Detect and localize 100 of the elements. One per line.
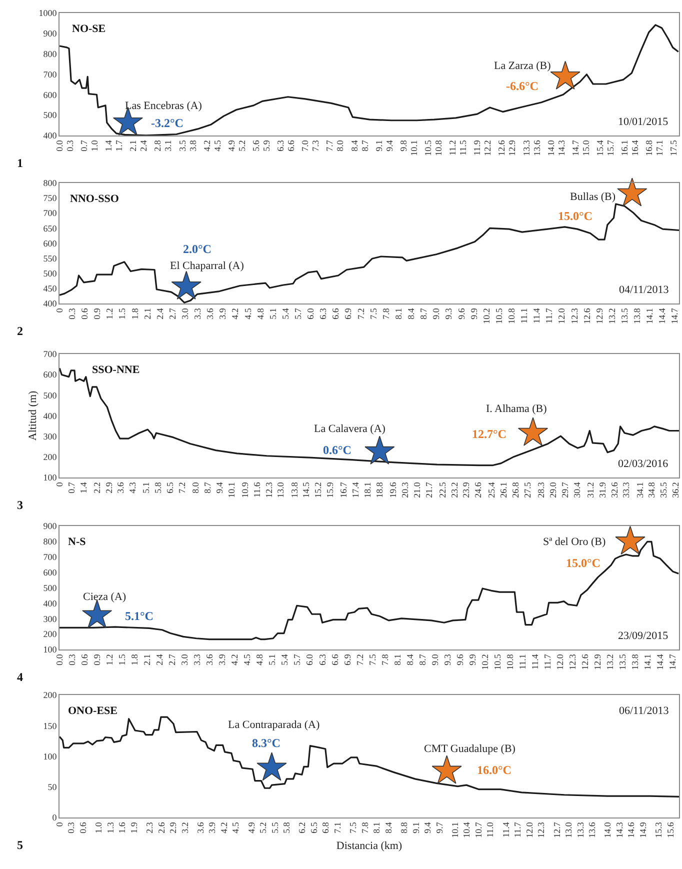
x-tick-label: 0 xyxy=(54,822,64,827)
x-tick-label: 10.5 xyxy=(494,308,504,324)
x-tick-label: 10.9 xyxy=(240,482,250,498)
y-tick-label: 100 xyxy=(43,751,58,762)
x-tick-label: 9.3 xyxy=(442,654,452,666)
x-tick-label: 1.6 xyxy=(117,822,128,834)
x-tick-label: 33.3 xyxy=(621,482,632,498)
x-tick-label: 22.5 xyxy=(437,482,448,498)
x-tick-label: 10.4 xyxy=(462,822,472,838)
x-tick-label: 0.3 xyxy=(66,822,76,834)
y-tick-label: 400 xyxy=(43,598,58,608)
x-tick-label: 5.7 xyxy=(293,308,304,320)
x-tick-label: 11.7 xyxy=(542,654,553,670)
x-tick-label: 0 xyxy=(54,482,64,487)
x-tick-label: 7.3 xyxy=(310,140,321,152)
x-tick-label: 12.3 xyxy=(569,308,580,324)
x-tick-label: 6.8 xyxy=(320,822,331,834)
x-tick-label: 6.3 xyxy=(318,308,328,320)
y-tick-label: 400 xyxy=(43,410,58,421)
x-tick-label: 7.2 xyxy=(176,482,187,494)
x-tick-label: 0 xyxy=(54,308,64,313)
y-tick-label: 200 xyxy=(43,452,58,462)
y-tick-label: 650 xyxy=(43,223,58,234)
x-tick-label: 3.9 xyxy=(207,822,218,834)
x-tick-label: 1.5 xyxy=(117,308,128,320)
y-tick-label: 550 xyxy=(43,253,58,264)
x-tick-label: 31.9 xyxy=(597,482,608,498)
x-tick-label: 13.6 xyxy=(587,822,598,838)
text: 2 xyxy=(17,324,23,338)
text: NO-SE xyxy=(72,23,106,35)
x-tick-label: 3.3 xyxy=(192,654,202,666)
x-tick-label: 3.8 xyxy=(188,140,198,152)
x-tick-label: 14.1 xyxy=(644,308,655,324)
x-tick-label: 5.4 xyxy=(280,308,290,320)
x-tick-label: 23.9 xyxy=(461,482,472,498)
x-tick-label: 8.4 xyxy=(406,308,416,320)
x-tick-label: 13.2 xyxy=(606,308,617,324)
x-tick-label: 11.4 xyxy=(500,822,511,838)
x-tick-label: 4.2 xyxy=(230,308,240,320)
x-tick-label: 10.7 xyxy=(473,822,484,838)
y-tick-label: 750 xyxy=(43,193,58,204)
x-tick-label: 12.6 xyxy=(496,140,507,156)
x-tick-label: 12.9 xyxy=(507,140,518,156)
x-tick-label: 11.1 xyxy=(519,308,530,324)
y-tick-label: 200 xyxy=(43,629,58,640)
x-tick-label: 3.9 xyxy=(218,308,228,320)
y-tick-label: 600 xyxy=(43,370,58,380)
annotation: 16.0°C xyxy=(477,763,512,777)
annotation: 02/03/2016 xyxy=(618,458,669,470)
x-tick-label: 12.6 xyxy=(580,654,590,670)
annotation: Sª del Oro (B) xyxy=(543,536,606,548)
x-tick-label: 13.5 xyxy=(620,308,630,324)
x-tick-label: 10.1 xyxy=(226,482,236,498)
x-tick-label: 1.5 xyxy=(117,654,128,666)
y-tick-label: 900 xyxy=(43,28,58,38)
x-tick-label: 9.8 xyxy=(398,140,408,152)
y-tick-label: 800 xyxy=(43,536,58,547)
x-tick-label: 13.3 xyxy=(521,140,532,156)
y-tick-label: 600 xyxy=(43,567,58,578)
x-tick-label: 28.3 xyxy=(536,482,546,498)
x-tick-label: 14.7 xyxy=(670,308,680,324)
annotation: 12.7°C xyxy=(472,427,506,441)
x-tick-label: 14.4 xyxy=(655,654,666,670)
x-tick-label: 14.7 xyxy=(570,140,580,156)
x-tick-label: 18.1 xyxy=(362,482,372,498)
x-tick-label: 3.6 xyxy=(204,654,215,666)
annotation: 06/11/2013 xyxy=(619,705,670,717)
x-tick-label: 1.2 xyxy=(104,308,115,320)
x-tick-label: 4.9 xyxy=(226,140,236,152)
annotation: 10/01/2015 xyxy=(618,116,669,128)
y-tick-label: 900 xyxy=(43,521,58,532)
x-tick-label: 0.9 xyxy=(92,654,102,666)
x-tick-label: 2.1 xyxy=(142,654,152,666)
x-tick-label: 25.4 xyxy=(486,482,497,498)
x-tick-label: 2.4 xyxy=(154,308,165,320)
x-tick-label: 2.7 xyxy=(167,308,178,320)
y-tick-label: 200 xyxy=(43,690,58,700)
x-tick-label: 8.7 xyxy=(202,482,213,494)
x-tick-label: 5.2 xyxy=(258,822,268,834)
x-tick-label: 10.1 xyxy=(408,140,419,156)
y-tick-label: 800 xyxy=(43,178,58,188)
y-tick-label: 100 xyxy=(43,644,58,655)
x-tick-label: 0.7 xyxy=(66,482,76,494)
x-tick-label: 0.3 xyxy=(64,140,75,152)
x-tick-label: 4.2 xyxy=(230,654,240,666)
x-tick-label: 12.0 xyxy=(556,308,567,324)
x-tick-label: 3.6 xyxy=(116,482,126,494)
x-tick-label: 17.4 xyxy=(350,482,361,498)
x-tick-label: 12.3 xyxy=(264,482,274,498)
x-tick-label: 2.7 xyxy=(167,654,178,666)
x-tick-label: 0.7 xyxy=(79,140,90,152)
x-tick-label: 15.9 xyxy=(325,482,336,498)
x-tick-label: 7.5 xyxy=(367,654,378,666)
annotation: CMT Guadalupe (B) xyxy=(424,743,516,755)
x-tick-label: 36.2 xyxy=(670,482,681,498)
x-tick-label: 6.9 xyxy=(342,654,352,666)
x-tick-label: 34.8 xyxy=(646,482,657,498)
x-tick-label: 2.9 xyxy=(104,482,114,494)
x-tick-label: 8.8 xyxy=(399,822,410,834)
x-tick-label: 4.3 xyxy=(128,482,138,494)
